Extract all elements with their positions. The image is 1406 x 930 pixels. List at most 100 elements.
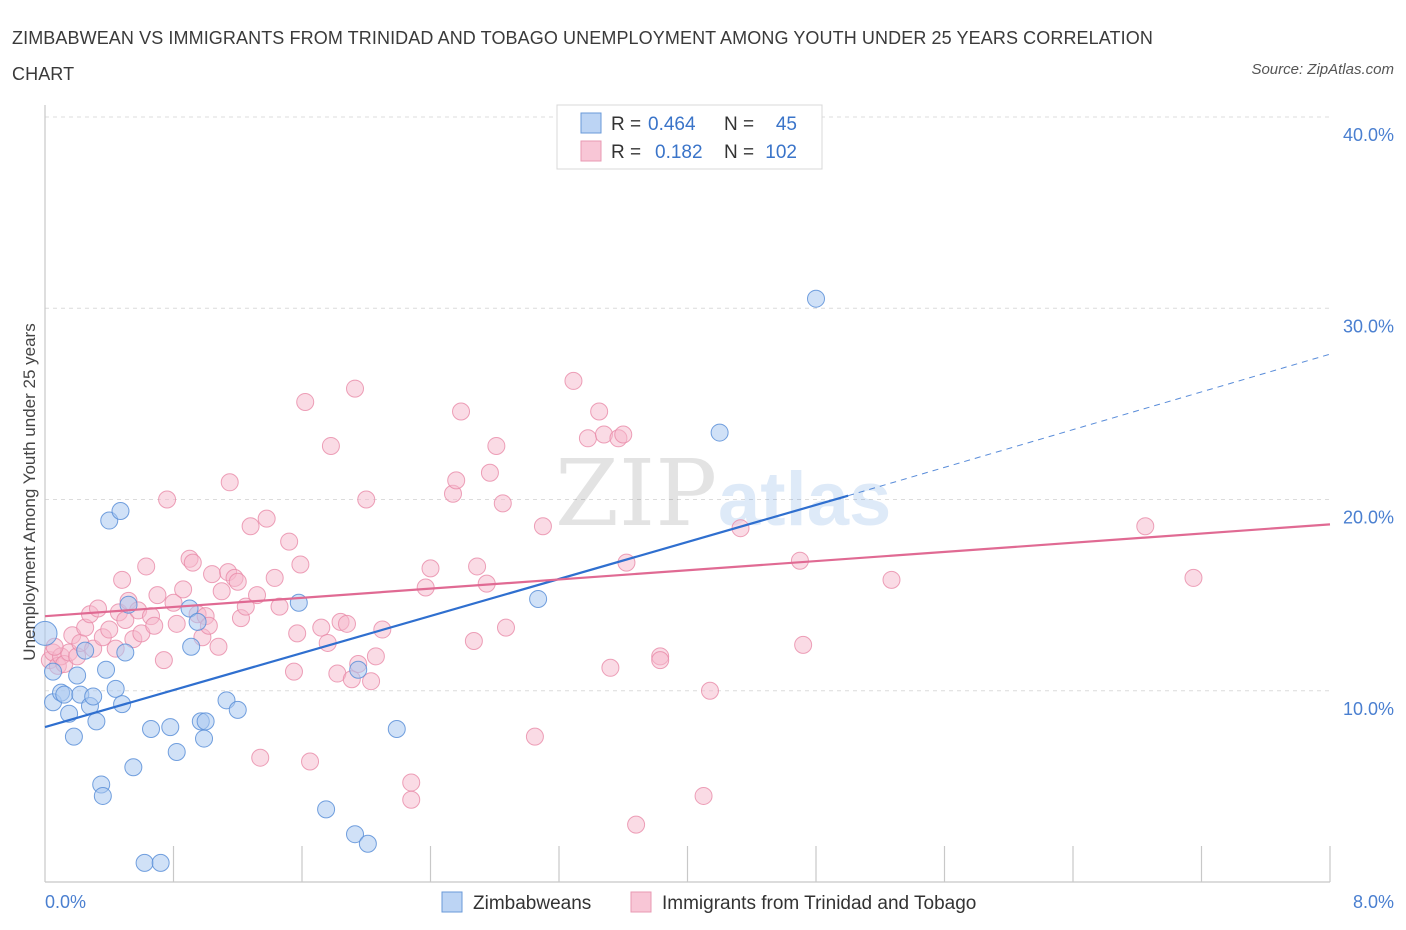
zimbabwean-point [87, 712, 106, 731]
legend-n-label-1: N = [724, 114, 754, 135]
trinidad-point [627, 815, 646, 834]
legend-r-value-1: 0.464 [648, 114, 696, 135]
zimbabwean-point [93, 786, 112, 805]
zimbabwean-point [97, 660, 116, 679]
series-zimbabwean-points [32, 289, 825, 872]
bottom-legend-swatch-trinidad [630, 891, 652, 913]
legend-n-label-2: N = [724, 142, 754, 163]
zimbabwean-point [167, 742, 186, 761]
zimbabwean-point [142, 720, 161, 738]
legend-r-label-1: R = [611, 114, 641, 135]
trinidad-point [265, 568, 284, 587]
y-tick-label: 40.0% [1343, 125, 1394, 145]
zimbabwean-point [195, 729, 214, 748]
trinidad-point [154, 651, 173, 670]
trinidad-point [158, 490, 177, 509]
trinidad-point [291, 555, 310, 574]
trinidad-point [487, 436, 506, 455]
trinidad-point [357, 490, 376, 509]
bottom-legend-label-zimbabwean: Zimbabweans [473, 893, 591, 914]
trinidad-point [209, 637, 228, 656]
trinidad-point [1136, 517, 1155, 536]
zimbabwean-point [32, 620, 58, 646]
trinidad-point [203, 565, 222, 584]
trinidad-point [651, 651, 670, 670]
trinidad-point [578, 429, 597, 448]
zimbabwean-point [529, 589, 548, 608]
trinidad-point [362, 672, 381, 691]
trinidad-point [280, 532, 299, 551]
trinidad-point [694, 786, 713, 805]
zimbabwean-point [106, 679, 125, 698]
watermark: ZIP atlas [555, 440, 891, 547]
trinidad-point [564, 371, 583, 390]
trinidad-point [464, 632, 483, 651]
trinidad-point [301, 752, 320, 771]
trinidad-point [496, 618, 515, 637]
trinidad-point [167, 614, 186, 633]
y-tick-label: 30.0% [1343, 316, 1394, 336]
trinidad-point [228, 572, 247, 591]
trinidad-point [700, 681, 719, 700]
trinidad-point [601, 658, 620, 677]
zimbabwean-point [228, 700, 247, 719]
x-tick-label-min: 0.0% [45, 892, 86, 912]
zimbabwean-point [151, 853, 170, 872]
y-tick-label: 10.0% [1343, 699, 1394, 719]
zimbabwean-trendline-extension [847, 353, 1331, 497]
trinidad-point [882, 570, 901, 589]
trinidad-point [421, 559, 440, 578]
trinidad-point [480, 463, 499, 482]
trinidad-point [614, 425, 633, 444]
trinidad-point [288, 624, 307, 643]
zimbabwean-point [161, 718, 180, 737]
zimbabwean-point [84, 687, 103, 706]
zimbabwean-point [116, 643, 135, 662]
trinidad-point [366, 647, 385, 666]
zimbabwean-point [710, 423, 729, 442]
zimbabwean-point [76, 641, 95, 660]
trinidad-point [346, 379, 365, 398]
zimbabwean-point [317, 800, 336, 819]
legend-r-label-2: R = [611, 142, 641, 163]
trinidad-point [137, 557, 156, 576]
trinidad-point [790, 551, 809, 570]
legend-r-value-2: 0.182 [655, 142, 703, 163]
trinidad-point [148, 586, 167, 605]
trinidad-point [337, 614, 356, 633]
zimbabwean-trendline [44, 494, 849, 729]
y-tick-label: 20.0% [1343, 508, 1394, 528]
trinidad-point [452, 402, 471, 421]
bottom-legend-label-trinidad: Immigrants from Trinidad and Tobago [662, 893, 976, 914]
svg-text:ZIP: ZIP [555, 440, 717, 547]
trinidad-point [241, 517, 260, 536]
zimbabwean-point [124, 758, 143, 777]
chart-title: ZIMBABWEAN VS IMMIGRANTS FROM TRINIDAD A… [12, 28, 1153, 84]
trinidad-point [212, 582, 231, 601]
correlation-legend: R = 0.464 N = 45 R = 0.182 N = 102 [556, 104, 823, 170]
trinidad-point [183, 553, 202, 572]
trinidad-trendline [44, 523, 1331, 618]
zimbabwean-point [188, 612, 207, 631]
x-tick-label-max: 8.0% [1353, 892, 1394, 912]
bottom-legend-swatch-zimbabwean [441, 891, 463, 913]
trinidad-point [590, 402, 609, 421]
zimbabwean-point [346, 825, 365, 844]
trendlines [44, 353, 1331, 729]
x-tick-marks [172, 846, 1331, 882]
series-trinidad-points [40, 371, 1203, 834]
trinidad-point [493, 494, 512, 513]
zimbabwean-point [358, 834, 377, 853]
zimbabwean-point [349, 660, 368, 679]
trinidad-point [251, 748, 270, 767]
trinidad-point [145, 616, 164, 635]
trinidad-point [321, 436, 340, 455]
trinidad-point [312, 618, 331, 637]
zimbabwean-point [807, 289, 825, 308]
zimbabwean-point [135, 853, 154, 872]
trinidad-point [220, 473, 239, 492]
trinidad-point [89, 599, 108, 618]
zimbabwean-point [387, 720, 406, 738]
trinidad-point [113, 570, 132, 589]
trinidad-point [257, 509, 276, 528]
